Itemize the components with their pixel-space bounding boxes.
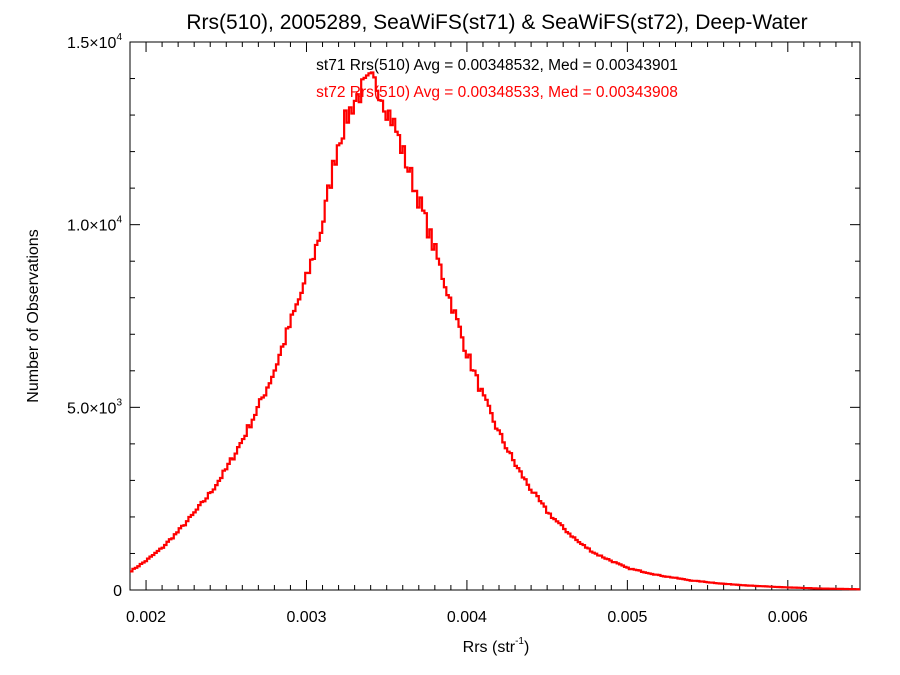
y-axis-ticks: 0 5.0×103 1.0×104 1.5×104 [67, 32, 860, 600]
annotation-st71: st71 Rrs(510) Avg = 0.00348532, Med = 0.… [316, 57, 678, 74]
x-axis-label-exponent: -1 [515, 636, 524, 647]
y-tick-label: 0 [113, 583, 122, 600]
plot-border [129, 41, 861, 591]
y-tick-label: 1.0×104 [67, 215, 122, 235]
x-axis-label-base: Rrs (str [463, 639, 516, 656]
x-tick-label: 0.003 [286, 609, 326, 626]
x-tick-label: 0.004 [447, 609, 487, 626]
x-axis-ticks: 0.002 0.003 0.004 0.005 0.006 [126, 42, 853, 626]
x-tick-label: 0.005 [607, 609, 647, 626]
chart-title: Rrs(510), 2005289, SeaWiFS(st71) & SeaWi… [186, 11, 807, 34]
y-tick-label: 5.0×103 [67, 397, 122, 417]
x-axis-label-close: ) [524, 639, 529, 656]
annotation-st72: st72 Rrs(510) Avg = 0.00348533, Med = 0.… [316, 84, 678, 101]
series-layer [130, 71, 860, 591]
x-tick-label: 0.002 [126, 609, 166, 626]
y-tick-label: 1.5×104 [67, 32, 122, 52]
histogram-series-st72 [130, 71, 860, 591]
x-tick-label: 0.006 [768, 609, 808, 626]
y-axis-label: Number of Observations [25, 229, 42, 402]
plot-frame [129, 41, 861, 591]
x-axis-label: Rrs (str-1) [463, 636, 530, 656]
